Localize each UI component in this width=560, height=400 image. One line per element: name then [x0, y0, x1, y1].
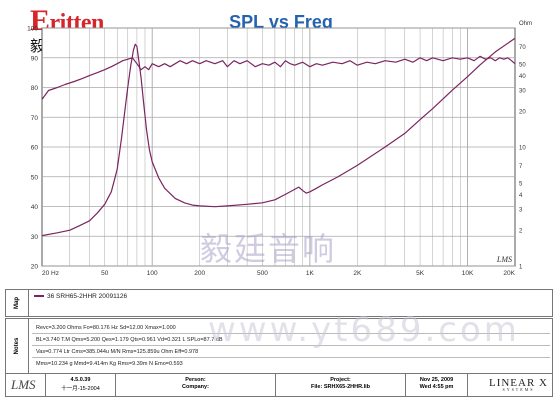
person-label: Person: [185, 377, 206, 383]
watermark-url: www.yt689.com [208, 310, 520, 350]
y-right-tick-label: 70 [519, 45, 526, 51]
map-panel-label: Map [6, 290, 29, 316]
y-left-tick-label: 60 [31, 145, 39, 152]
date-text: Nov 25, 2009 [419, 377, 454, 383]
y-right-tick-label: 7 [519, 164, 523, 170]
y-left-tick-label: 20 [31, 264, 39, 271]
x-tick-label: 5K [416, 270, 425, 277]
spl-curve [41, 55, 516, 100]
x-tick-label: 50 [101, 270, 109, 277]
watermark-chinese: 毅廷音响 [200, 230, 337, 268]
y-left-tick-label: 90 [31, 55, 39, 62]
y-right-tick-label: 50 [519, 62, 526, 68]
x-tick-label: 10K [462, 270, 474, 277]
x-tick-label: 100 [147, 270, 158, 277]
map-panel: Map 36 SRH65-2HHR 20091126 [5, 289, 553, 317]
version-cell: 4.5.0.39 十一月-15-2004 [46, 374, 116, 396]
chart-title: SPL vs Freq [229, 12, 333, 32]
version-text: 4.5.0.39 [70, 377, 91, 383]
y-left-tick-label: 30 [31, 234, 39, 241]
x-tick-label: 20K [503, 270, 515, 277]
y-right-tick-label: 20 [519, 110, 526, 116]
person-cell: Person: Company: [116, 374, 276, 396]
y-right-axis-label: Ohm [519, 21, 532, 27]
note-line: Revc=3.200 Ohms Fo=80.176 Hz Sd=12.00 Xm… [32, 322, 550, 334]
project-cell: Project: File: SRHX65-2HHR.lib [276, 374, 406, 396]
y-right-tick-label: 5 [519, 181, 523, 187]
note-line: Mms=10.234 g Mmd=9.414m Kg Rms=9.39m N E… [36, 361, 183, 367]
x-tick-label: 200 [194, 270, 205, 277]
date-cell: Nov 25, 2009 Wed 4:55 pm [406, 374, 468, 396]
spl-freq-chart: 20 30 40 50 60 70 80 90 100 1 2 3 4 5 7 10 20 30 40 50 70 Ohm… [27, 21, 532, 277]
notes-panel-label: Notes [6, 319, 29, 373]
x-tick-label: 1K [306, 270, 315, 277]
note-line: BL=3.740 T.M Qms=5.200 Qes=1.179 Qts=0.9… [32, 334, 550, 346]
linearx-logo: LINEAR X SYSTEMS [488, 377, 548, 392]
lms-logo: LMS [11, 377, 36, 392]
time-text: Wed 4:55 pm [419, 384, 454, 390]
curve-swatch [34, 295, 44, 298]
lms-logo-cell: LMS [6, 374, 46, 396]
y-right-tick-label: 2 [519, 229, 523, 235]
project-label: Project: [330, 377, 351, 383]
x-tick-label: 500 [257, 270, 268, 277]
y-right-tick-label: 1 [519, 265, 523, 271]
corner-lms-label: LMS [496, 255, 512, 264]
file-label: File: SRHX65-2HHR.lib [311, 384, 370, 390]
x-tick-label: 2K [353, 270, 362, 277]
y-right-tick-label: 40 [519, 74, 526, 80]
y-right-tick-label: 10 [519, 146, 526, 152]
y-left-tick-label: 100 [27, 26, 38, 33]
y-right-tick-label: 30 [519, 89, 526, 95]
notes-panel: Notes Revc=3.200 Ohms Fo=80.176 Hz Sd=12… [5, 318, 553, 374]
y-left-tick-label: 50 [31, 174, 39, 181]
map-entry: 36 SRH65-2HHR 20091126 [34, 293, 127, 300]
y-right-tick-label: 3 [519, 208, 523, 214]
footer: LMS 4.5.0.39 十一月-15-2004 Person: Company… [5, 373, 553, 397]
x-tick-label: 20 Hz [42, 270, 59, 277]
y-left-tick-label: 70 [31, 115, 39, 122]
y-right-tick-label: 4 [519, 193, 523, 199]
y-left-tick-label: 40 [31, 204, 39, 211]
note-line: Vas=0.774 Ltr Cms=385.044u M/N Rms=125.8… [32, 346, 550, 358]
impedance-curve [41, 37, 516, 237]
version-date: 十一月-15-2004 [61, 386, 100, 392]
company-label: Company: [182, 384, 209, 390]
y-left-tick-label: 80 [31, 85, 39, 92]
